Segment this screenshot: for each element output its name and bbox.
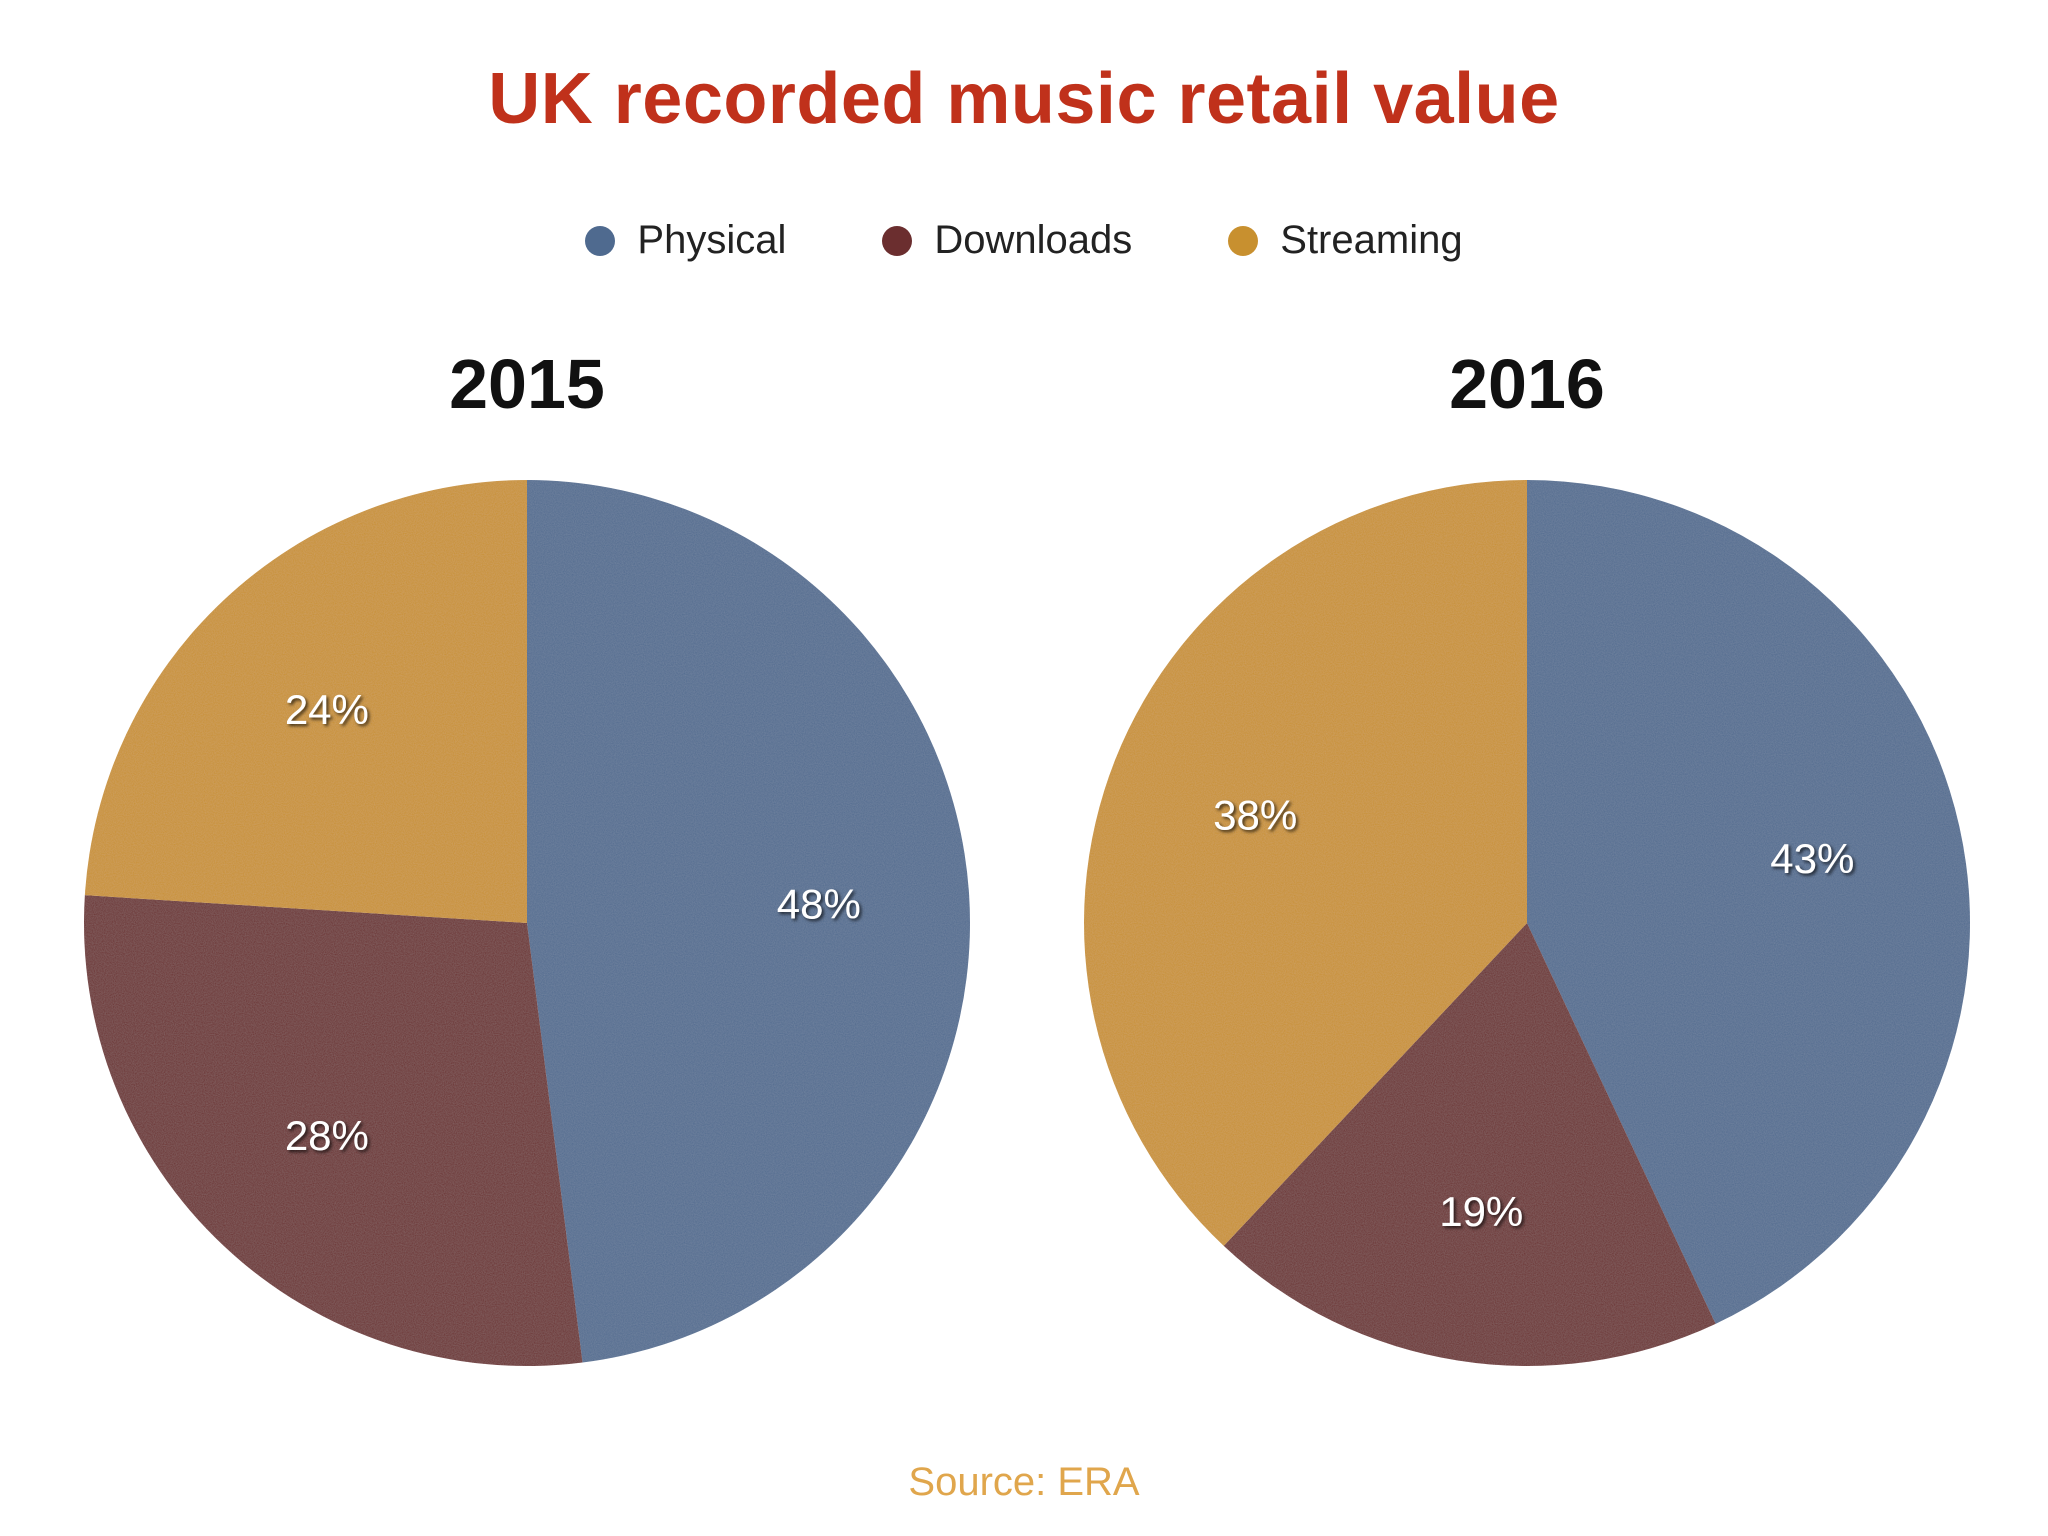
pie-2015: 48% 28% 24% 2015 xyxy=(83,345,971,1366)
slice-label-2015-physical: 48% xyxy=(777,881,861,928)
slice-2015-physical xyxy=(527,480,971,1363)
legend-swatch-streaming xyxy=(1228,225,1259,256)
legend: Physical Downloads Streaming xyxy=(0,218,2048,263)
slice-2015-downloads xyxy=(83,895,583,1366)
legend-item-physical: Physical xyxy=(585,218,786,263)
legend-label-streaming: Streaming xyxy=(1280,218,1463,262)
source-note: Source: ERA xyxy=(908,1460,1140,1504)
slice-label-2015-downloads: 28% xyxy=(285,1112,369,1159)
slice-2016-downloads xyxy=(1223,923,1716,1367)
slice-label-2016-downloads: 19% xyxy=(1439,1188,1523,1235)
pie-2016: 43% 19% 38% 2016 xyxy=(1083,345,1970,1367)
slice-2015-streaming xyxy=(84,480,528,923)
legend-swatch-physical xyxy=(585,225,616,256)
slice-2016-streaming xyxy=(1083,480,1527,1246)
legend-label-physical: Physical xyxy=(637,218,787,262)
pie-title-2015: 2015 xyxy=(449,345,605,423)
chart-title: UK recorded music retail value xyxy=(488,59,1560,139)
slice-label-2016-streaming: 38% xyxy=(1213,791,1297,838)
slice-label-2016-physical: 43% xyxy=(1770,835,1854,882)
legend-label-downloads: Downloads xyxy=(934,218,1133,262)
slice-label-2015-streaming: 24% xyxy=(285,686,369,733)
legend-item-streaming: Streaming xyxy=(1228,218,1463,263)
legend-swatch-downloads xyxy=(882,225,913,256)
legend-item-downloads: Downloads xyxy=(882,218,1132,263)
slice-2016-physical xyxy=(1527,480,1970,1324)
pie-title-2016: 2016 xyxy=(1449,345,1605,423)
